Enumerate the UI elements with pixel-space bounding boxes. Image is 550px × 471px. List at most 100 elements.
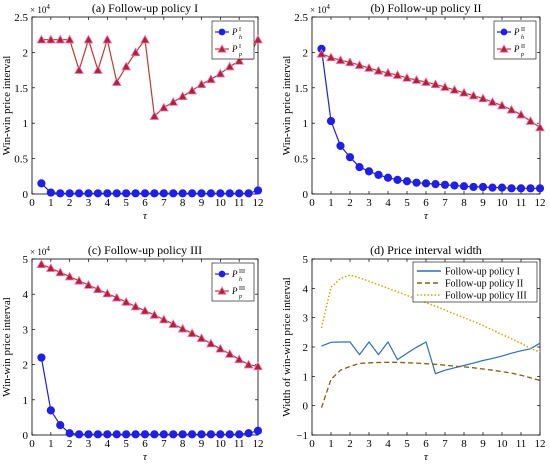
data-point-circle xyxy=(345,153,355,162)
data-point-circle xyxy=(140,430,150,439)
legend-marker-triangle xyxy=(217,286,227,295)
x-tick-label: 10 xyxy=(497,438,509,450)
y-tick-label: 0 xyxy=(303,189,309,201)
x-tick-label: 7 xyxy=(442,197,448,209)
data-point-circle xyxy=(103,189,112,198)
data-point-circle xyxy=(507,184,516,193)
y-tick-label: 1 xyxy=(303,118,309,130)
data-point-triangle xyxy=(93,284,103,294)
x-tick-label: 5 xyxy=(404,197,410,209)
y-tick-label: 0 xyxy=(23,430,29,442)
data-point-circle xyxy=(497,183,507,192)
data-point-circle xyxy=(393,175,402,184)
data-point-triangle xyxy=(206,74,216,84)
data-point-circle xyxy=(169,430,178,439)
x-tick-label: 3 xyxy=(366,438,372,450)
legend-label: P II p xyxy=(513,44,525,58)
x-tick-label: 9 xyxy=(199,438,205,450)
data-point-triangle xyxy=(525,116,536,125)
legend-label: P III p xyxy=(231,286,245,300)
x-tick-label: 2 xyxy=(347,438,353,450)
x-tick-label: 12 xyxy=(253,438,264,450)
data-point-triangle xyxy=(149,309,160,319)
x-tick-label: 2 xyxy=(67,438,73,450)
data-point-circle xyxy=(112,189,121,198)
data-point-circle xyxy=(402,177,412,186)
x-axis-label: τ xyxy=(143,210,148,222)
x-axis-label: τ xyxy=(143,451,148,463)
x-tick-label: 12 xyxy=(253,197,264,209)
x-tick-label: 8 xyxy=(180,197,186,209)
data-point-triangle xyxy=(354,60,365,69)
data-point-triangle xyxy=(243,359,254,369)
y-tick-label: 2.5 xyxy=(294,12,308,24)
x-tick-label: 5 xyxy=(123,197,129,209)
data-point-circle xyxy=(374,170,383,179)
axis-exponent-label: × 104 xyxy=(30,3,50,15)
data-point-circle xyxy=(253,186,263,195)
data-point-triangle xyxy=(177,323,188,333)
data-point-triangle xyxy=(93,65,103,74)
x-tick-label: 7 xyxy=(442,438,448,450)
data-point-circle xyxy=(93,430,103,439)
data-point-triangle xyxy=(196,333,207,342)
x-tick-label: 4 xyxy=(385,197,391,209)
legend-marker-circle xyxy=(500,28,508,36)
x-tick-label: 6 xyxy=(423,438,429,450)
y-axis-label: Win-win price interval xyxy=(1,56,13,156)
x-tick-label: 2 xyxy=(67,197,73,209)
legend-label: Follow-up policy II xyxy=(445,279,523,290)
x-tick-label: 4 xyxy=(105,438,111,450)
data-point-triangle xyxy=(449,84,460,94)
series-line-1 xyxy=(40,182,259,194)
data-point-triangle xyxy=(364,62,374,72)
y-tick-label: 3 xyxy=(303,313,309,325)
data-point-triangle xyxy=(102,34,113,44)
data-point-triangle xyxy=(383,67,393,77)
series-line-1 xyxy=(320,48,540,189)
legend-marker-triangle xyxy=(499,44,509,53)
x-tick-label: 9 xyxy=(199,197,205,209)
x-tick-label: 10 xyxy=(215,438,227,450)
data-point-circle xyxy=(112,430,121,439)
data-point-circle xyxy=(150,189,159,198)
axis-exponent-label: × 104 xyxy=(30,245,50,257)
series-line-1 xyxy=(40,357,259,435)
data-point-circle xyxy=(206,189,216,198)
data-point-circle xyxy=(469,182,478,192)
data-point-circle xyxy=(383,173,393,182)
data-point-triangle xyxy=(373,65,384,75)
series-line-2 xyxy=(321,53,541,128)
data-point-circle xyxy=(37,179,46,188)
data-point-triangle xyxy=(411,74,422,84)
y-tick-label: 5 xyxy=(23,254,29,266)
y-axis-label: Width of win-win price interval xyxy=(281,277,293,416)
x-tick-label: 6 xyxy=(142,438,148,450)
data-point-circle xyxy=(197,430,206,439)
data-point-triangle xyxy=(45,263,56,272)
data-point-triangle xyxy=(187,328,197,338)
data-point-triangle xyxy=(215,68,226,78)
data-point-circle xyxy=(103,430,112,439)
chart-title: (c) Follow-up policy III xyxy=(88,243,202,257)
data-point-circle xyxy=(253,426,263,435)
data-point-triangle xyxy=(74,275,84,285)
x-tick-label: 1 xyxy=(48,438,54,450)
data-point-triangle xyxy=(130,47,141,57)
data-point-circle xyxy=(216,189,225,198)
data-point-circle xyxy=(56,421,65,430)
x-tick-label: 0 xyxy=(309,438,315,450)
data-point-triangle xyxy=(253,34,263,44)
legend-label: P II h xyxy=(513,27,525,41)
data-point-circle xyxy=(244,429,253,438)
data-point-triangle xyxy=(196,79,207,89)
chart-title: (d) Price interval width xyxy=(370,243,482,257)
x-tick-label: 11 xyxy=(234,197,245,209)
